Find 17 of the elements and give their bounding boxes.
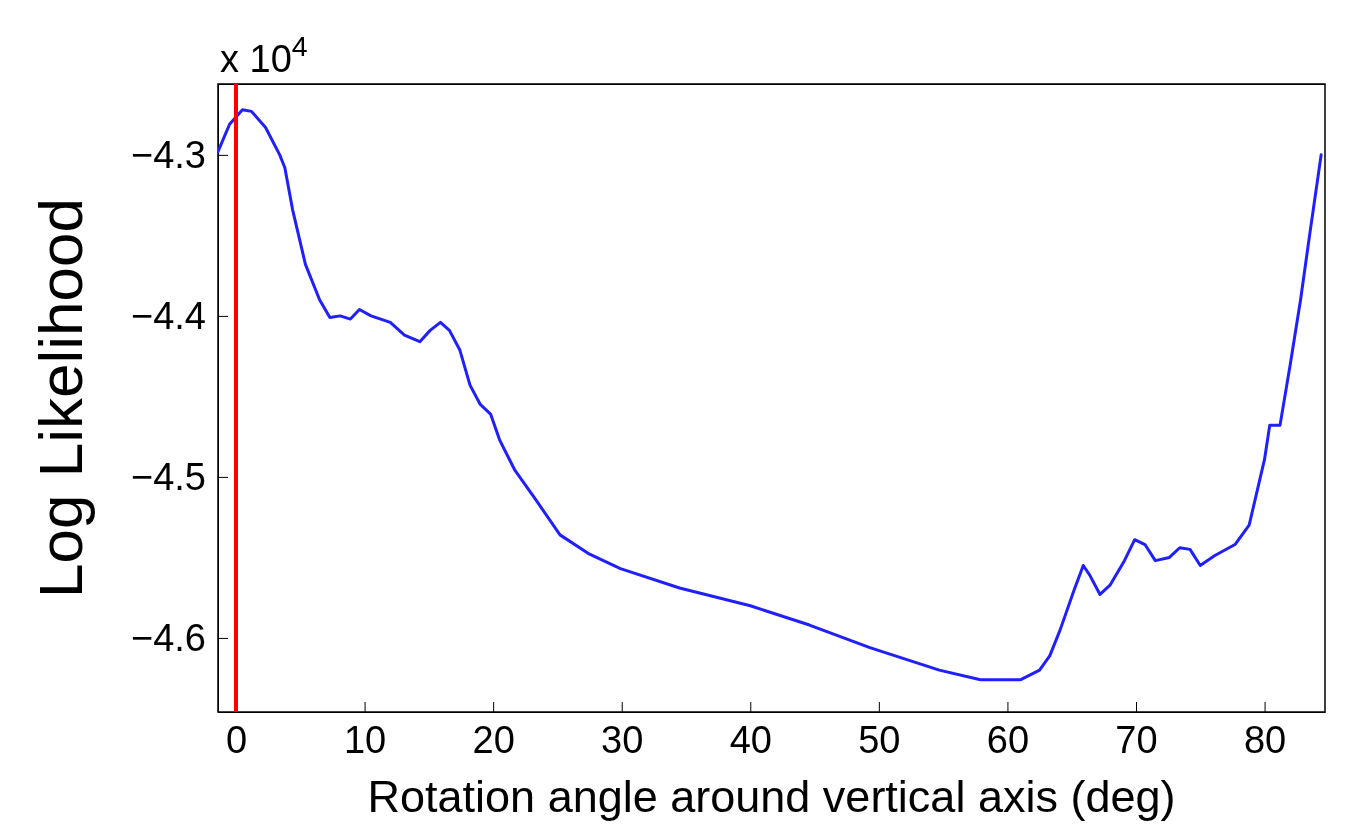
x-tick-label: 60 xyxy=(986,718,1030,761)
y-tick-label: −4.3 xyxy=(130,133,206,176)
x-tick-label: 0 xyxy=(225,718,248,761)
text: x 10$^{4}$ xyxy=(220,30,308,80)
x-tick-label: 70 xyxy=(1115,718,1158,761)
x-tick-label: 50 xyxy=(858,718,901,761)
y-tick-label: −4.6 xyxy=(130,616,206,659)
x-tick-label: 20 xyxy=(472,718,515,761)
x-axis-title: Rotation angle around vertical axis (deg) xyxy=(367,771,1176,822)
x-tick-label: 10 xyxy=(343,718,387,761)
y-tick-label: −4.5 xyxy=(130,455,206,498)
x-tick-label: 30 xyxy=(601,718,644,761)
x-tick-label: 40 xyxy=(729,718,772,761)
y-axis-title: Log Likelihood xyxy=(26,198,95,598)
x-tick-label: 80 xyxy=(1243,718,1287,761)
line-series xyxy=(218,108,1323,682)
y-tick-label: −4.4 xyxy=(130,294,206,337)
